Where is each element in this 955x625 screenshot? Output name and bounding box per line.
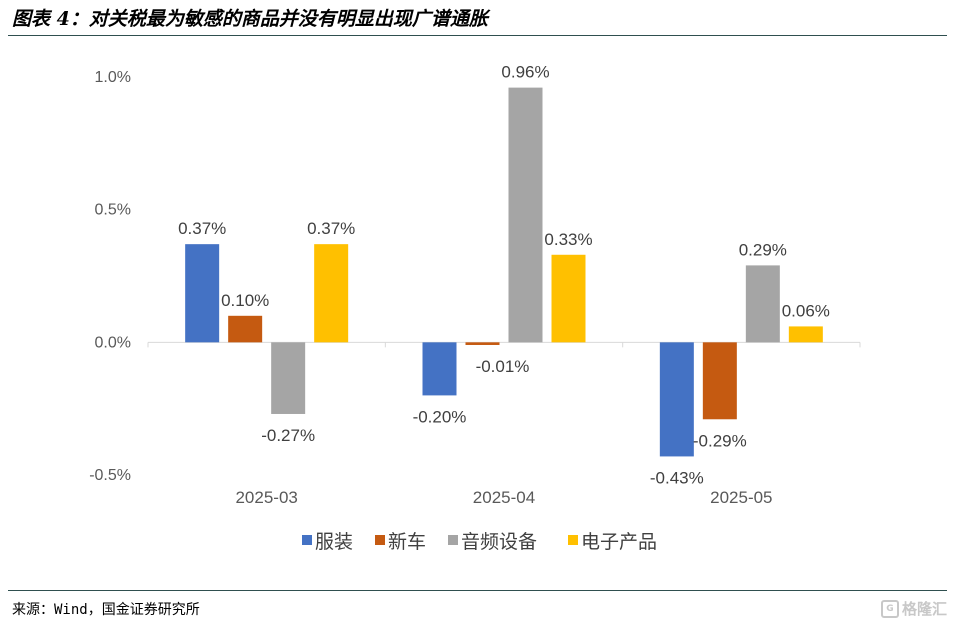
legend-label: 新车 xyxy=(388,531,426,553)
legend-label: 音频设备 xyxy=(461,531,537,553)
data-label: -0.20% xyxy=(413,407,467,426)
bar-3-2025-03 xyxy=(271,342,306,414)
data-label: -0.01% xyxy=(476,357,530,376)
y-tick-label: -0.5% xyxy=(89,467,131,484)
watermark-logo-icon: G xyxy=(880,599,899,618)
data-label: -0.29% xyxy=(693,431,747,450)
bar-1-2025-04 xyxy=(422,342,457,396)
data-labels: 0.37% 0.10% -0.27% 0.37% -0.20% -0.01% 0.96% 0.… xyxy=(178,63,830,488)
y-tick-label: 1.0% xyxy=(95,69,131,86)
bar-4-2025-04 xyxy=(551,254,586,343)
bar-2-2025-04 xyxy=(465,342,500,345)
x-axis: 2025-03 2025-04 2025-05 xyxy=(235,488,772,507)
page-title: 图表 4：对关税最为敏感的商品并没有明显出现广谱通胀 xyxy=(12,8,488,30)
legend-swatch xyxy=(568,535,578,545)
x-tick-label: 2025-03 xyxy=(235,488,297,507)
legend: 服装 新车 音频设备 电子产品 xyxy=(302,531,657,553)
legend-swatch xyxy=(448,535,458,545)
y-tick-label: 0.0% xyxy=(95,334,131,351)
data-label: 0.37% xyxy=(307,219,355,238)
legend-swatch xyxy=(302,535,312,545)
source-note: 来源：Wind，国金证券研究所 xyxy=(12,602,200,618)
bar-2-2025-03 xyxy=(228,315,263,343)
data-label: 0.10% xyxy=(221,291,269,310)
watermark: G 格隆汇 xyxy=(880,598,947,619)
data-label: 0.96% xyxy=(501,63,549,82)
legend-label: 服装 xyxy=(315,531,353,553)
data-label: -0.27% xyxy=(261,426,315,445)
y-axis: 1.0% 0.5% 0.0% -0.5% xyxy=(89,69,861,484)
data-label: 0.33% xyxy=(544,230,592,249)
bar-chart: 1.0% 0.5% 0.0% -0.5% 0.37% 0.10% -0.27% 0.37% -… xyxy=(89,63,861,553)
data-label: -0.43% xyxy=(650,468,704,487)
bar-2-2025-05 xyxy=(702,342,737,420)
bar-1-2025-05 xyxy=(659,342,694,457)
y-tick-label: 0.5% xyxy=(95,202,131,219)
data-label: 0.06% xyxy=(782,301,830,320)
title-divider xyxy=(8,35,947,36)
bar-3-2025-05 xyxy=(745,265,780,343)
footer-divider xyxy=(8,590,947,591)
x-tick-label: 2025-05 xyxy=(710,488,772,507)
bars xyxy=(185,87,823,457)
bar-1-2025-03 xyxy=(185,244,220,343)
x-tick-label: 2025-04 xyxy=(473,488,535,507)
data-label: 0.37% xyxy=(178,219,226,238)
legend-label: 电子产品 xyxy=(581,531,657,553)
legend-swatch xyxy=(375,535,385,545)
bar-4-2025-05 xyxy=(788,326,823,343)
bar-3-2025-04 xyxy=(508,87,543,343)
watermark-text: 格隆汇 xyxy=(901,600,947,618)
bar-4-2025-03 xyxy=(314,244,349,343)
data-label: 0.29% xyxy=(739,240,787,259)
